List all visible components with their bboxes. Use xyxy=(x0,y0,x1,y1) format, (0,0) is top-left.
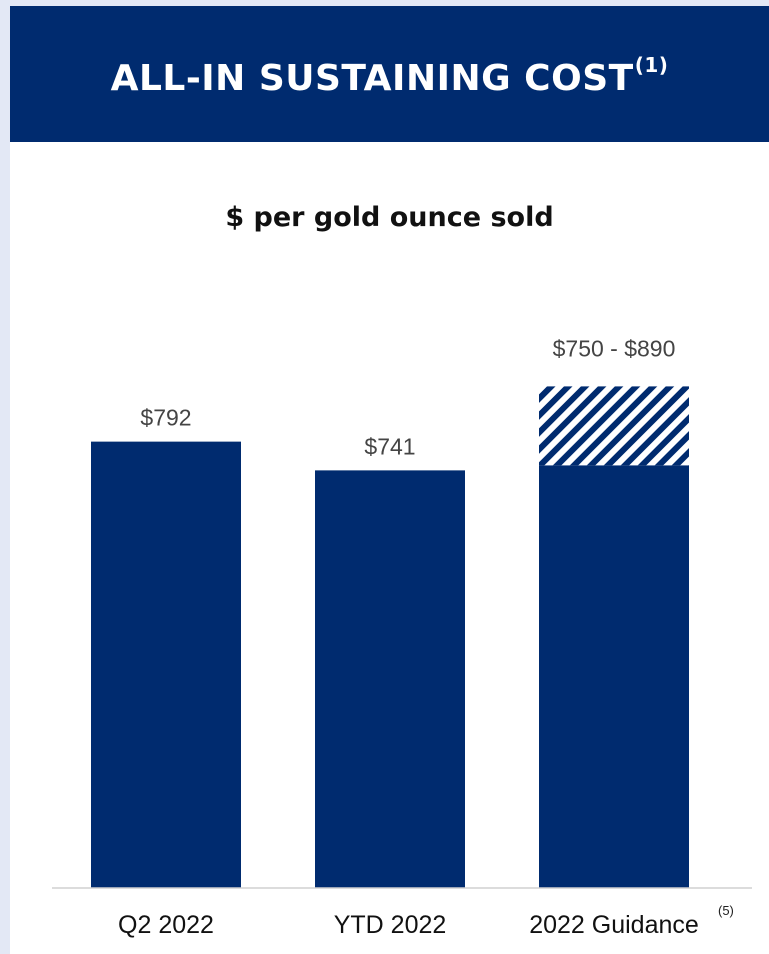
labels-layer: $792 Q2 2022 $741 YTD 2022 $750 - $890 2022 G… xyxy=(118,335,699,939)
bar-2022-guidance xyxy=(539,465,689,888)
guidance-footnote-ref: (5) xyxy=(718,903,734,918)
bar-ytd-2022 xyxy=(315,470,465,888)
banner-title-note: (1) xyxy=(634,53,669,77)
data-label: $750 - $890 xyxy=(553,335,676,361)
banner-title-text: ALL-IN SUSTAINING COST xyxy=(110,58,634,99)
title-banner: ALL-IN SUSTAINING COST(1) xyxy=(10,6,769,142)
bars-layer xyxy=(91,386,689,888)
x-tick-label: 2022 Guidance xyxy=(529,911,699,939)
bar-range-hatch xyxy=(539,386,689,466)
chart-title: $ per gold ounce sold xyxy=(225,202,554,233)
banner-title: ALL-IN SUSTAINING COST(1) xyxy=(111,53,669,99)
data-label: $741 xyxy=(364,433,415,459)
bar-q2-2022 xyxy=(91,441,241,888)
x-tick-label: YTD 2022 xyxy=(334,911,447,939)
data-label: $792 xyxy=(140,405,191,431)
x-tick-label: Q2 2022 xyxy=(118,911,214,939)
